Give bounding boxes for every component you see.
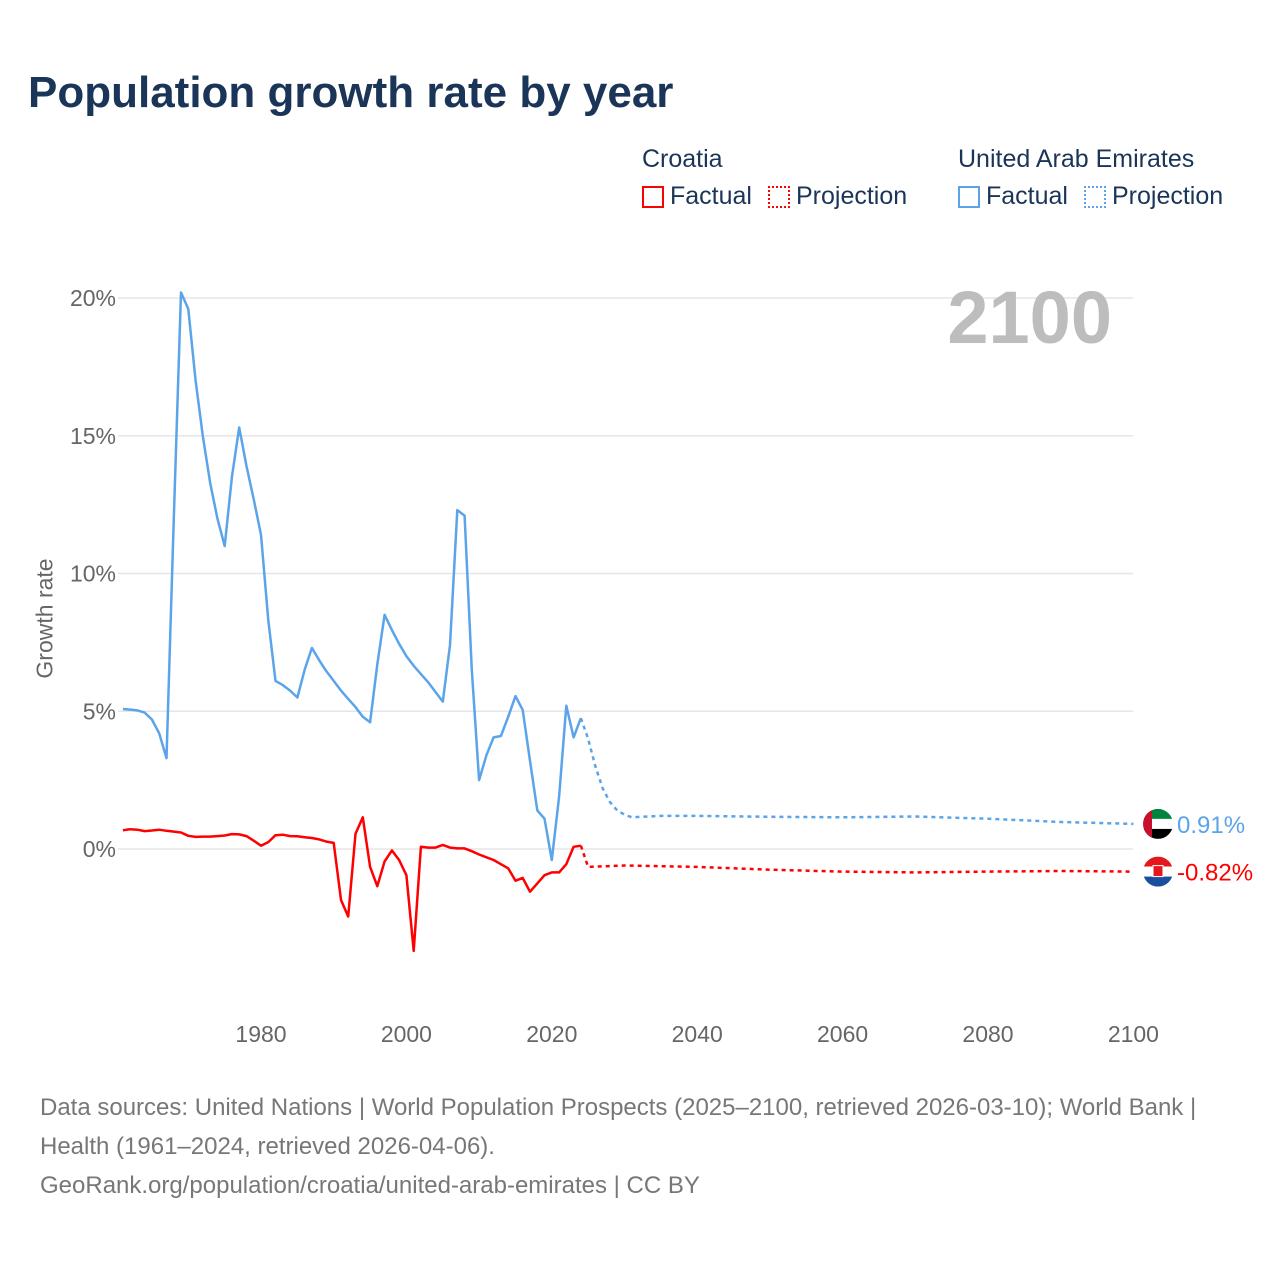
x-tick-label: 2100 xyxy=(1108,1021,1159,1047)
legend-label: Factual xyxy=(986,182,1068,210)
y-tick-label: 20% xyxy=(70,285,116,311)
y-axis-label: Growth rate xyxy=(31,558,58,679)
legend-swatch xyxy=(642,185,664,208)
x-tick-label: 2020 xyxy=(526,1021,577,1047)
legend-title: United Arab Emirates xyxy=(958,145,1195,173)
current-year-label: 2100 xyxy=(947,276,1112,359)
legend-croatia: Croatia Factual Projection xyxy=(642,145,907,211)
legend-swatch xyxy=(767,185,790,208)
legend-swatch xyxy=(1083,185,1106,208)
series-line-croatia-factual xyxy=(122,816,582,953)
uae-end-value-label: 0.91% xyxy=(1177,812,1245,839)
croatia-end-value-label: -0.82% xyxy=(1177,860,1253,887)
footer: Data sources: United Nations | World Pop… xyxy=(40,1088,1240,1205)
legend-label: Projection xyxy=(795,182,908,210)
legend-title: Croatia xyxy=(642,145,723,173)
legend-swatch xyxy=(958,185,980,208)
x-tick-label: 2000 xyxy=(381,1021,432,1047)
x-tick-label: 2040 xyxy=(672,1021,723,1047)
legend-uae-projection[interactable]: Projection xyxy=(1083,182,1224,211)
series-line-croatia-projection xyxy=(579,845,1134,874)
legend-label: Projection xyxy=(1111,182,1224,210)
page-title: Population growth rate by year xyxy=(28,68,674,117)
y-tick-label: 0% xyxy=(83,836,116,862)
croatia-flag-icon xyxy=(1143,856,1173,887)
uae-flag-icon xyxy=(1143,808,1173,839)
legend-croatia-factual[interactable]: Factual xyxy=(642,182,752,211)
legend-uae-factual[interactable]: Factual xyxy=(958,182,1068,211)
x-tick-label: 1980 xyxy=(235,1021,286,1047)
legend-label: Factual xyxy=(670,182,752,210)
legend-uae: United Arab Emirates Factual Projection xyxy=(958,145,1223,211)
legend-croatia-projection[interactable]: Projection xyxy=(767,182,908,211)
x-tick-label: 2060 xyxy=(817,1021,868,1047)
y-tick-label: 5% xyxy=(83,698,116,724)
x-tick-label: 2080 xyxy=(962,1021,1013,1047)
y-tick-label: 10% xyxy=(70,561,116,587)
series-line-united-arab-emirates-factual xyxy=(122,291,583,862)
y-tick-label: 15% xyxy=(70,423,116,449)
series-line-united-arab-emirates-projection xyxy=(579,717,1134,826)
data-sources: Data sources: United Nations | World Pop… xyxy=(40,1094,1197,1160)
credit-link[interactable]: GeoRank.org/population/croatia/united-ar… xyxy=(40,1172,700,1199)
